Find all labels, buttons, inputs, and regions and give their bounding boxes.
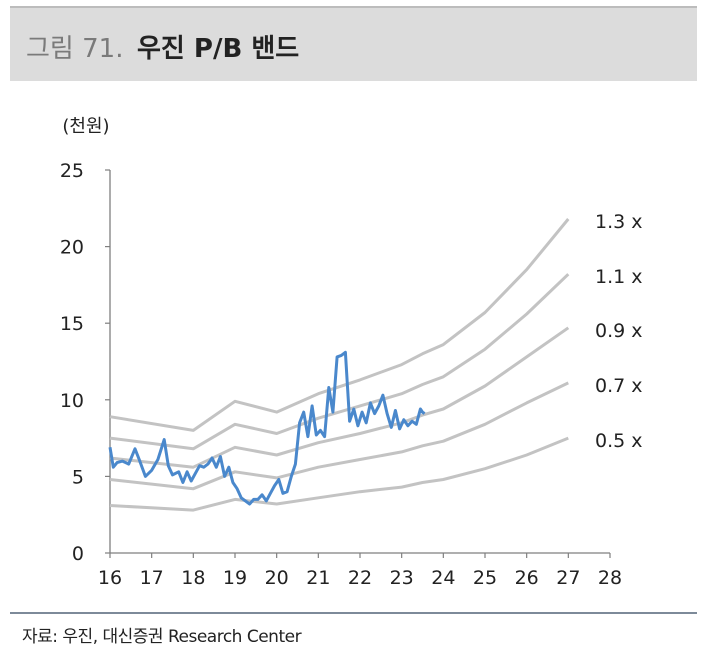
y-tick-label: 20 — [60, 237, 84, 259]
x-tick-label: 26 — [515, 567, 539, 589]
x-tick-label: 25 — [473, 567, 497, 589]
y-tick-label: 15 — [60, 313, 84, 335]
y-tick-label: 25 — [60, 160, 84, 182]
x-tick-label: 21 — [306, 567, 330, 589]
band-label: 0.5 x — [595, 430, 643, 452]
y-tick-label: 0 — [72, 543, 84, 565]
x-tick-label: 17 — [140, 567, 164, 589]
price-line — [108, 350, 426, 506]
band-label: 1.1 x — [595, 266, 643, 288]
x-tick-label: 18 — [181, 567, 205, 589]
band-label: 0.7 x — [595, 375, 643, 397]
figure-number: 그림 71. — [26, 34, 124, 64]
x-tick-label: 22 — [348, 567, 372, 589]
y-tick-label: 5 — [72, 466, 84, 488]
axes: 0 5 10 15 20 25 16 17 18 19 20 21 22 23 24 25 26 27 28 — [60, 160, 622, 589]
band-labels: 1.3 x 1.1 x 0.9 x 0.7 x 0.5 x — [595, 211, 643, 452]
y-axis-unit-label: (천원) — [62, 116, 109, 137]
title-bar: 그림 71. 우진 P/B 밴드 — [10, 6, 697, 81]
y-tick-label: 10 — [60, 390, 84, 412]
x-tick-label: 27 — [556, 567, 580, 589]
footer-divider — [10, 612, 697, 614]
band-line — [109, 381, 569, 491]
x-tick-label: 16 — [98, 567, 122, 589]
x-tick-label: 20 — [265, 567, 289, 589]
band-line — [109, 326, 570, 469]
band-line — [109, 273, 570, 451]
band-label: 1.3 x — [595, 211, 643, 233]
source-note: 자료: 우진, 대신증권 Research Center — [22, 627, 302, 647]
band-line — [109, 436, 569, 512]
x-tick-label: 23 — [390, 567, 414, 589]
x-tick-label: 24 — [431, 567, 455, 589]
band-label: 0.9 x — [595, 320, 643, 342]
x-tick-label: 19 — [223, 567, 247, 589]
band-line — [109, 218, 570, 432]
x-tick-label: 28 — [598, 567, 622, 589]
chart-title: 우진 P/B 밴드 — [137, 34, 300, 64]
pb-band-lines — [109, 218, 570, 512]
price-series — [108, 350, 426, 506]
